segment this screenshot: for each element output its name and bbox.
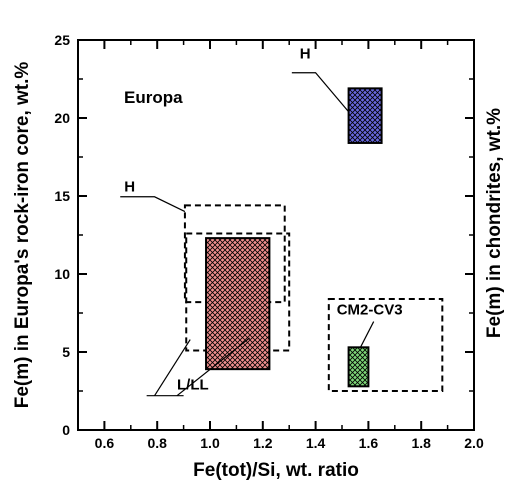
- y-tick-label: 25: [54, 32, 70, 48]
- region-h-chondrite: [347, 87, 383, 144]
- annotation-h-label: H: [124, 178, 135, 195]
- x-tick-label: 1.0: [200, 435, 220, 451]
- y-axis-ticks: 0 5 10 15 20 25: [54, 32, 474, 438]
- regions-layer: [183, 87, 444, 392]
- y-tick-label: 20: [54, 110, 70, 126]
- annotation-cm2-cv3-leader: [359, 321, 375, 348]
- y-tick-label: 15: [54, 188, 70, 204]
- annotation-h-leader: [120, 196, 186, 213]
- plot-area: [77, 39, 475, 431]
- region-l-ll-chondrite: [205, 237, 271, 371]
- x-tick-label: 1.6: [359, 435, 379, 451]
- x-tick-label: 1.8: [411, 435, 431, 451]
- annotation-cm2-cv3-label: CM2-CV3: [337, 302, 403, 319]
- panel-label: Europa: [124, 88, 183, 107]
- x-axis-label: Fe(tot)/Si, wt. ratio: [193, 460, 359, 481]
- x-tick-label: 2.0: [464, 435, 484, 451]
- annotation-l-ll-pointer-1: [154, 339, 191, 397]
- x-tick-label: 1.4: [306, 435, 326, 451]
- annotation-l-ll-label: L/LL: [177, 376, 209, 393]
- y-tick-label: 5: [62, 344, 70, 360]
- x-axis-ticks: 0.6 0.8 1.0 1.2 1.4 1.6 1.8 2.0: [77, 40, 484, 451]
- y-axis-label-right: Fe(m) in chondrites, wt.%: [484, 108, 505, 338]
- region-cm2-cv3-chondrite: [347, 346, 370, 388]
- annotation-h-label: H: [300, 46, 311, 63]
- y-axis-label-left: Fe(m) in Europa's rock-iron core, wt.%: [12, 62, 33, 409]
- region-h-europa-core: [183, 204, 286, 304]
- y-tick-label: 0: [62, 422, 70, 438]
- annotation-l-ll-pointer-2: [176, 337, 250, 397]
- region-cm2-cv3-europa-core: [327, 297, 444, 392]
- x-tick-label: 0.6: [95, 435, 115, 451]
- annotations-layer: H H L/LL CM2-CV3: [120, 46, 403, 397]
- x-tick-label: 0.8: [147, 435, 167, 451]
- annotation-h-leader: [291, 72, 350, 113]
- y-tick-label: 10: [54, 266, 70, 282]
- x-tick-label: 1.2: [253, 435, 273, 451]
